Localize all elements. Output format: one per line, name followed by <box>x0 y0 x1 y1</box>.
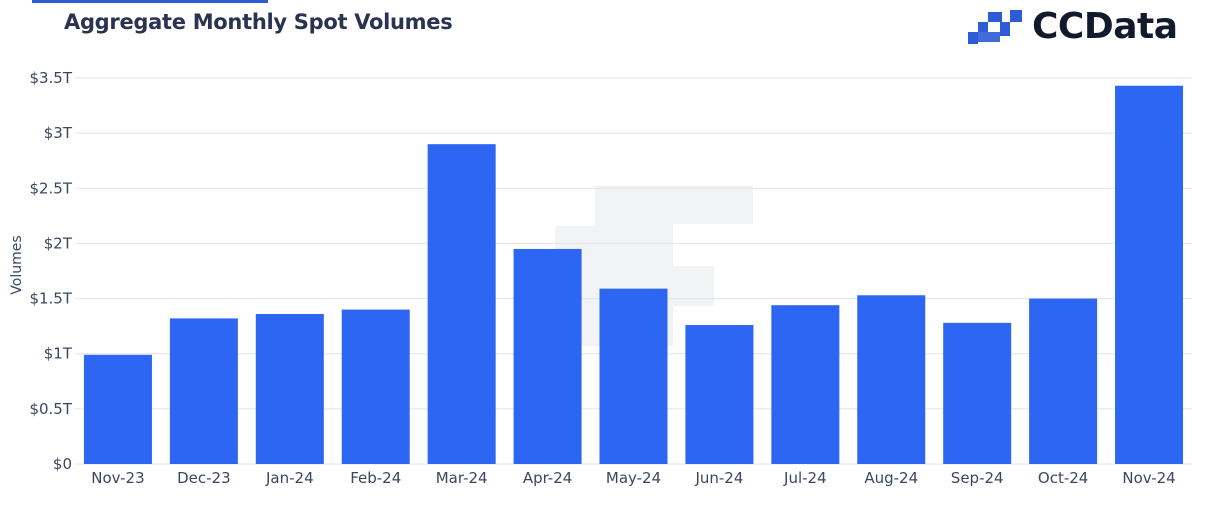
ccdata-logo-icon <box>968 10 1022 44</box>
x-tick-label: Nov-24 <box>1122 469 1175 487</box>
x-tick-label: Jun-24 <box>694 469 743 487</box>
x-tick-label: Feb-24 <box>350 469 401 487</box>
bar-may-24 <box>599 288 668 464</box>
bar-mar-24 <box>427 144 496 464</box>
bar-nov-24 <box>1115 85 1184 464</box>
y-tick-label: $3T <box>44 124 73 142</box>
x-tick-label: Oct-24 <box>1038 469 1088 487</box>
bar-aug-24 <box>857 295 926 464</box>
x-tick-label: Apr-24 <box>523 469 573 487</box>
bar-feb-24 <box>341 309 410 464</box>
bar-dec-23 <box>169 318 238 464</box>
bar-nov-23 <box>83 354 152 464</box>
bar-jul-24 <box>771 305 840 464</box>
bar-oct-24 <box>1029 298 1098 464</box>
chart-title: Aggregate Monthly Spot Volumes <box>64 10 453 34</box>
y-tick-label: $1.5T <box>29 290 72 308</box>
x-tick-label: Mar-24 <box>436 469 488 487</box>
x-tick-label: Dec-23 <box>177 469 231 487</box>
x-tick-label: Sep-24 <box>951 469 1004 487</box>
y-tick-label: $1T <box>44 345 73 363</box>
bar-apr-24 <box>513 248 582 464</box>
y-tick-label: $0 <box>53 455 72 473</box>
y-tick-label: $3.5T <box>29 69 72 87</box>
y-tick-label: $0.5T <box>29 400 72 418</box>
y-tick-label: $2T <box>44 234 73 252</box>
x-tick-label: Aug-24 <box>864 469 918 487</box>
bar-sep-24 <box>943 322 1012 464</box>
brand-name: CCData <box>1032 5 1178 47</box>
y-axis-label: Volumes <box>9 235 25 294</box>
top-accent-rule <box>32 0 268 3</box>
bar-jun-24 <box>685 325 754 464</box>
bar-jan-24 <box>255 314 324 464</box>
brand: CCData <box>966 4 1178 48</box>
x-tick-label: May-24 <box>606 469 661 487</box>
x-tick-label: Nov-23 <box>91 469 144 487</box>
y-tick-label: $2.5T <box>29 179 72 197</box>
x-tick-label: Jul-24 <box>783 469 827 487</box>
x-tick-label: Jan-24 <box>265 469 314 487</box>
